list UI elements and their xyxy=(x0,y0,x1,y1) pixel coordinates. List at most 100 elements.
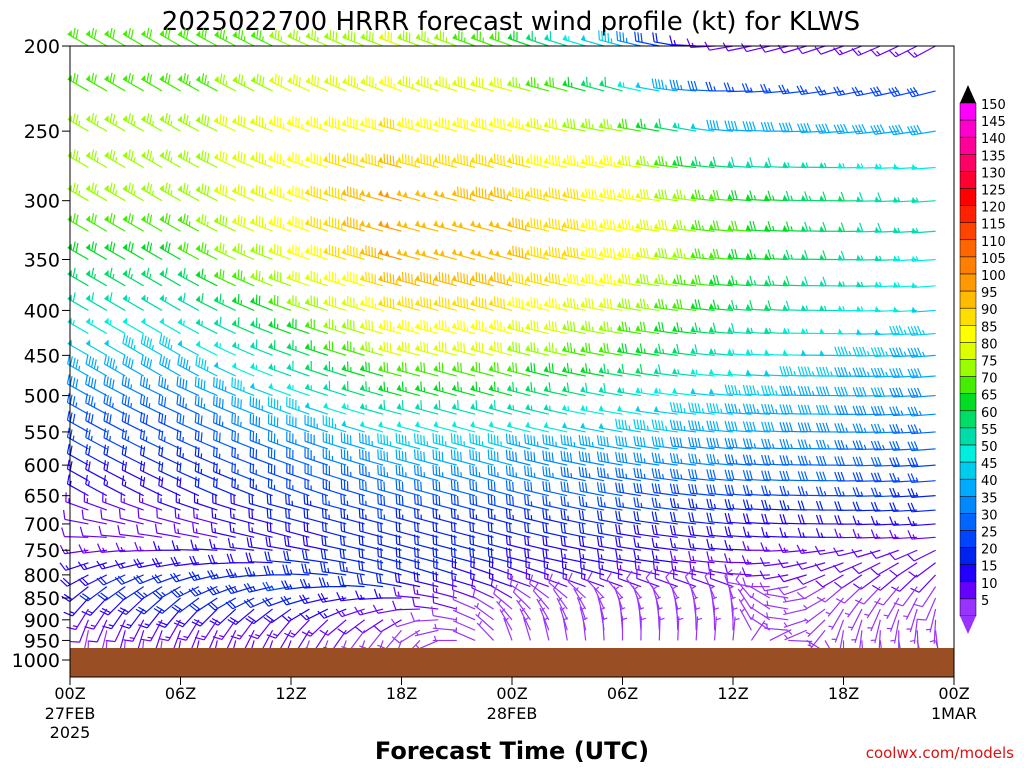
wind-barb-pennant xyxy=(159,75,165,82)
wind-barb-half-feather xyxy=(591,326,594,332)
wind-barb-pennant xyxy=(323,155,329,162)
wind-barb-feather xyxy=(657,437,661,447)
wind-barb-pennant xyxy=(439,250,445,257)
wind-barb-half-feather xyxy=(665,304,668,310)
wind-barb-feather xyxy=(347,30,350,40)
wind-barb-pennant xyxy=(305,77,311,84)
wind-barb xyxy=(122,182,144,202)
wind-barb xyxy=(250,73,273,92)
wind-barb-feather xyxy=(512,451,514,461)
wind-barb-feather xyxy=(85,459,88,470)
wind-barb-pennant xyxy=(415,322,420,329)
wind-barb-feather xyxy=(237,214,240,225)
wind-barb-feather xyxy=(763,83,769,93)
wind-barb-feather xyxy=(530,482,533,492)
wind-barb xyxy=(232,28,255,47)
wind-barb-pennant xyxy=(86,243,91,250)
wind-barb xyxy=(451,186,476,202)
wind-barb-half-feather xyxy=(595,279,597,285)
wind-barb-feather xyxy=(404,297,407,307)
wind-barb xyxy=(104,27,126,47)
wind-barb-half-feather xyxy=(127,296,131,302)
wind-barb-feather xyxy=(426,298,429,308)
wind-barb xyxy=(432,449,457,466)
wind-barb xyxy=(690,156,715,169)
wind-barb-feather xyxy=(785,276,790,286)
wind-barb xyxy=(177,339,200,356)
wind-barb-pennant xyxy=(122,75,128,82)
wind-barb xyxy=(140,317,163,335)
wind-barb-feather xyxy=(122,333,126,344)
wind-barb-feather xyxy=(749,249,753,259)
wind-barb-feather xyxy=(581,451,585,462)
wind-barb-feather xyxy=(69,375,73,386)
wind-barb-feather xyxy=(460,320,462,330)
wind-barb xyxy=(544,31,568,47)
wind-barb-feather xyxy=(815,439,821,450)
wind-barb-feather xyxy=(612,189,616,200)
wind-barb-pennant xyxy=(341,343,347,350)
wind-barb-half-feather xyxy=(717,304,720,310)
wind-barb xyxy=(177,149,200,169)
wind-barb-pennant xyxy=(341,155,347,163)
wind-barb-feather xyxy=(383,319,386,330)
wind-barb-feather xyxy=(709,453,713,464)
wind-barb-shaft xyxy=(470,160,494,169)
wind-barb-pennant xyxy=(397,33,403,40)
wind-barb-feather xyxy=(243,186,246,197)
wind-barb-feather xyxy=(697,220,701,230)
wind-barb-half-feather xyxy=(860,255,864,261)
wind-barb-feather xyxy=(478,320,481,330)
wind-barb xyxy=(304,295,329,312)
wind-barb xyxy=(450,464,476,482)
wind-barb-feather xyxy=(536,219,539,229)
wind-barb-feather xyxy=(788,385,793,396)
wind-barb-feather xyxy=(797,486,802,496)
wind-barb-feather xyxy=(551,246,554,257)
wind-barb-pennant xyxy=(396,220,402,227)
wind-barb-feather xyxy=(676,219,680,230)
wind-barb-pennant xyxy=(562,345,568,352)
wind-barb-feather xyxy=(588,188,591,199)
wind-barb-feather xyxy=(566,246,570,257)
wind-barb-shaft xyxy=(709,283,734,287)
wind-barb-feather xyxy=(478,154,481,164)
wind-barb-pennant xyxy=(433,189,439,196)
wind-barb-feather xyxy=(383,451,386,461)
wind-barb xyxy=(358,449,384,466)
wind-barb xyxy=(451,153,476,169)
wind-barb xyxy=(889,325,918,336)
wind-barb-feather xyxy=(596,451,600,462)
wind-barb-feather xyxy=(167,184,171,194)
wind-barb-feather xyxy=(530,435,533,445)
wind-barb-feather xyxy=(679,220,683,230)
wind-barb-pennant xyxy=(635,250,641,257)
wind-barb-half-feather xyxy=(713,503,717,509)
wind-barb xyxy=(104,213,126,232)
wind-barb-shaft xyxy=(727,198,752,202)
wind-barb-feather xyxy=(240,244,243,254)
wind-barb-feather xyxy=(566,187,570,198)
wind-barb xyxy=(231,317,255,335)
wind-barb-feather xyxy=(913,125,919,135)
wind-barb-half-feather xyxy=(631,253,634,259)
wind-barb-feather xyxy=(779,385,784,396)
wind-barb-feather xyxy=(639,298,643,309)
wind-barb-feather xyxy=(91,182,95,193)
wind-barb xyxy=(778,122,807,133)
wind-barb-pennant xyxy=(342,32,348,39)
wind-barb-pennant xyxy=(782,327,788,334)
wind-barb xyxy=(378,189,402,202)
wind-barb-feather xyxy=(569,436,573,447)
wind-barb-pennant xyxy=(396,344,402,351)
wind-barb xyxy=(85,267,108,287)
wind-barb-feather xyxy=(584,452,588,462)
wind-barb-feather xyxy=(669,401,673,412)
wind-barb-half-feather xyxy=(665,84,668,90)
wind-barb xyxy=(104,182,126,202)
wind-barb-feather xyxy=(417,433,419,444)
wind-barb-feather xyxy=(633,467,637,478)
wind-barb-feather xyxy=(146,72,150,83)
wind-barb-feather xyxy=(584,436,588,446)
wind-barb-half-feather xyxy=(595,161,597,167)
